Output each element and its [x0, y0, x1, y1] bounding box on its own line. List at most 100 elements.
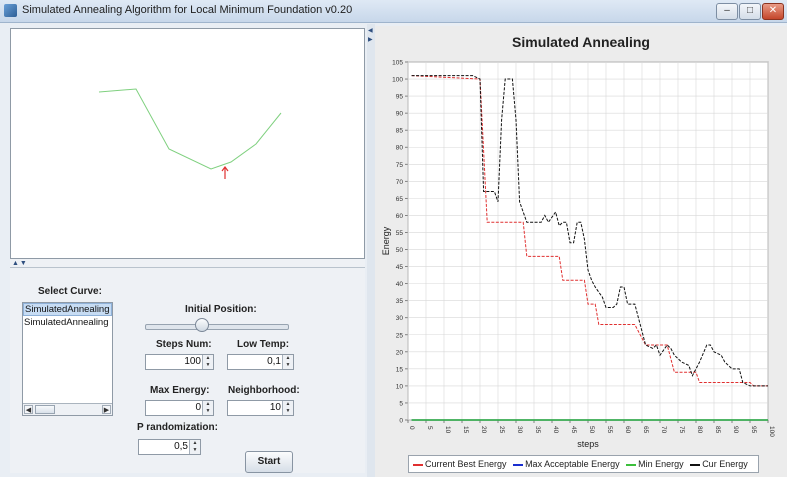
max-energy-label: Max Energy: [150, 385, 210, 396]
legend-label: Max Acceptable Energy [525, 459, 620, 469]
x-tick-label: 85 [714, 426, 721, 434]
y-axis-label: Energy [381, 226, 391, 255]
y-tick-label: 45 [396, 264, 404, 271]
x-tick-label: 45 [570, 426, 577, 434]
p-randomization-label: P randomization: [137, 422, 218, 433]
scroll-thumb[interactable] [35, 405, 55, 414]
x-tick-label: 80 [696, 426, 703, 434]
legend-swatch [690, 463, 701, 466]
steps-num-label: Steps Num: [156, 339, 212, 350]
spin-up-icon[interactable]: ▲ [192, 440, 198, 446]
curve-list[interactable]: SimulatedAnnealing SimulatedAnnealing ◀ … [22, 302, 113, 416]
x-tick-label: 5 [426, 426, 433, 430]
spin-down-icon[interactable]: ▼ [192, 447, 198, 453]
y-tick-label: 40 [396, 281, 404, 288]
split-grip-icon[interactable]: ▲▼ [12, 260, 28, 267]
y-tick-label: 95 [396, 94, 404, 101]
spin-down-icon[interactable]: ▼ [285, 362, 291, 368]
select-curve-label: Select Curve: [38, 286, 102, 297]
max-energy-value[interactable]: 0 [195, 402, 201, 413]
p-randomization-value[interactable]: 0,5 [174, 441, 188, 452]
chart-panel: 0 5 10 15 20 25 30 35 40 45 50 55 60 65 70 75 80 85 90 95 10… [375, 26, 787, 477]
spin-up-icon[interactable]: ▲ [205, 355, 211, 361]
low-temp-label: Low Temp: [237, 339, 290, 350]
series-line-current-best-energy [411, 75, 768, 387]
x-tick-label: 55 [606, 426, 613, 434]
maximize-button[interactable]: □ [739, 3, 761, 20]
spin-down-icon[interactable]: ▼ [285, 408, 291, 414]
slider-thumb[interactable] [195, 318, 209, 332]
minimize-button[interactable]: – [716, 3, 738, 20]
x-tick-label: 30 [516, 426, 523, 434]
chart-title: Simulated Annealing [512, 34, 650, 50]
y-tick-label: 60 [396, 213, 404, 220]
x-tick-label: 50 [588, 426, 595, 434]
collapse-right-icon[interactable]: ▶ [368, 37, 373, 43]
x-tick-label: 100 [768, 426, 775, 437]
start-button[interactable]: Start [245, 451, 293, 473]
x-tick-label: 90 [732, 426, 739, 434]
spin-up-icon[interactable]: ▲ [285, 401, 291, 407]
scroll-left-icon[interactable]: ◀ [24, 405, 33, 414]
initial-position-slider[interactable] [145, 324, 289, 330]
legend-current-best: Current Best Energy [413, 456, 507, 472]
x-tick-label: 0 [408, 426, 415, 430]
y-tick-label: 15 [396, 366, 404, 373]
y-tick-label: 35 [396, 298, 404, 305]
x-tick-label: 35 [534, 426, 541, 434]
legend-cur-energy: Cur Energy [690, 456, 748, 472]
x-axis-label: steps [577, 439, 599, 449]
y-tick-label: 65 [396, 196, 404, 203]
x-tick-label: 70 [660, 426, 667, 434]
steps-num-value[interactable]: 100 [184, 356, 201, 367]
title-bar: Simulated Annealing Algorithm for Local … [0, 0, 787, 23]
curve-canvas [98, 88, 282, 179]
y-tick-label: 10 [396, 383, 404, 390]
legend-swatch [513, 463, 524, 466]
spin-down-icon[interactable]: ▼ [205, 362, 211, 368]
legend-label: Cur Energy [702, 459, 748, 469]
y-tick-label: 30 [396, 315, 404, 322]
low-temp-value[interactable]: 0,1 [267, 356, 281, 367]
control-panel: ▲▼ Select Curve: SimulatedAnnealing Simu… [10, 28, 365, 473]
x-tick-label: 15 [462, 426, 469, 434]
horizontal-scrollbar[interactable]: ◀ ▶ [23, 403, 112, 415]
steps-num-spinner[interactable]: 100 ▲ ▼ [145, 354, 214, 370]
y-tick-label: 5 [399, 400, 403, 407]
collapse-left-icon[interactable]: ◀ [368, 28, 373, 34]
x-tick-label: 60 [624, 426, 631, 434]
x-tick-label: 25 [498, 426, 505, 434]
low-temp-spinner[interactable]: 0,1 ▲ ▼ [227, 354, 294, 370]
y-tick-label: 55 [396, 230, 404, 237]
curve-view [10, 28, 365, 259]
scroll-right-icon[interactable]: ▶ [102, 405, 111, 414]
spin-down-icon[interactable]: ▼ [205, 408, 211, 414]
y-tick-label: 80 [396, 145, 404, 152]
spin-up-icon[interactable]: ▲ [285, 355, 291, 361]
position-marker [221, 166, 229, 179]
max-energy-spinner[interactable]: 0 ▲ ▼ [145, 400, 214, 416]
p-randomization-spinner[interactable]: 0,5 ▲ ▼ [138, 439, 201, 455]
series-line-cur-energy [411, 75, 768, 387]
y-tick-label: 70 [396, 179, 404, 186]
neighborhood-value[interactable]: 10 [269, 402, 281, 413]
neighborhood-spinner[interactable]: 10 ▲ ▼ [227, 400, 294, 416]
close-button[interactable]: ✕ [762, 3, 784, 20]
legend-swatch [413, 463, 423, 466]
spin-up-icon[interactable]: ▲ [205, 401, 211, 407]
list-item[interactable]: SimulatedAnnealing [23, 303, 112, 316]
energy-chart: 0510152025303540455055606570758085909510… [375, 26, 787, 477]
legend-swatch [626, 463, 637, 466]
list-item[interactable]: SimulatedAnnealing [24, 317, 109, 328]
y-tick-label: 100 [392, 77, 403, 84]
curve-line [98, 88, 282, 170]
legend-min-energy: Min Energy [626, 456, 684, 472]
x-tick-label: 95 [750, 426, 757, 434]
y-tick-label: 50 [396, 247, 404, 254]
legend-label: Min Energy [638, 459, 684, 469]
x-tick-label: 20 [480, 426, 487, 434]
divider [10, 267, 365, 268]
y-tick-label: 0 [399, 418, 403, 425]
splitter[interactable]: ◀ ▶ [367, 24, 375, 477]
legend-max-acceptable: Max Acceptable Energy [513, 456, 620, 472]
